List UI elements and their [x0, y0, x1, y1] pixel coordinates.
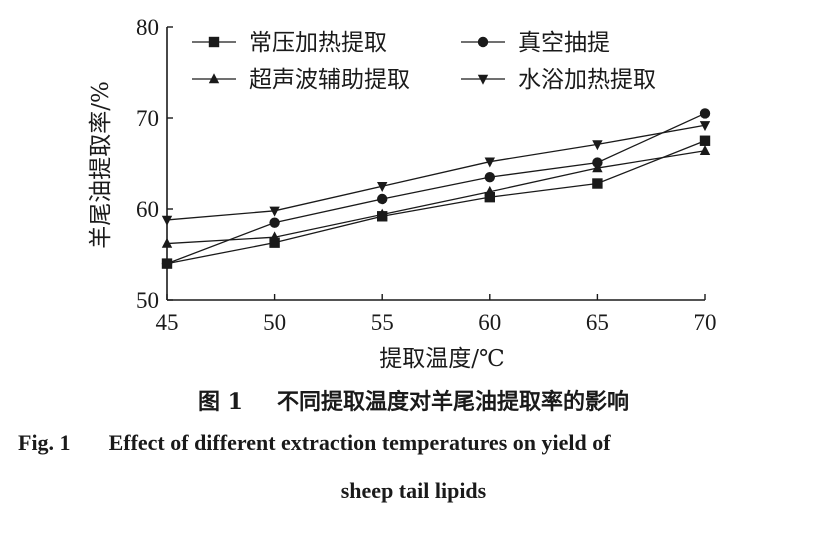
legend-label: 真空抽提: [518, 30, 610, 56]
x-tick-label: 45: [156, 310, 179, 335]
data-point: [699, 135, 711, 146]
data-point: [269, 231, 280, 242]
legend-item-4: 水浴加热提取: [461, 67, 656, 93]
legend-marker: [477, 74, 489, 85]
y-tick-label: 50: [136, 288, 159, 313]
figure-caption-cn: 图 1 不同提取温度对羊尾油提取率的影响: [0, 384, 827, 416]
series-line: [166, 150, 706, 245]
data-point: [484, 191, 495, 203]
figure-title-en-line2: sheep tail lipids: [340, 478, 487, 503]
legend-label: 超声波辅助提取: [249, 67, 410, 93]
data-point: [161, 215, 173, 226]
x-tick-label: 55: [371, 310, 394, 335]
data-point: [699, 144, 711, 155]
data-point: [592, 178, 603, 189]
y-tick-label: 80: [136, 15, 159, 40]
data-point: [699, 121, 711, 132]
data-point: [269, 206, 280, 217]
data-point: [484, 171, 495, 183]
series-line: [166, 140, 706, 265]
y-axis-label: 羊尾油提取率/%: [88, 81, 114, 249]
series-4: [161, 121, 711, 226]
legend-marker: [477, 36, 489, 48]
data-point: [377, 193, 388, 205]
figure-number-cn: 图 1: [198, 389, 243, 415]
x-tick-label: 60: [478, 310, 501, 335]
figure-title-cn: 不同提取温度对羊尾油提取率的影响: [276, 389, 629, 415]
y-tick-label: 70: [136, 106, 159, 131]
figure-caption-en: Fig. 1 Effect of different extraction tem…: [18, 430, 611, 456]
data-point: [592, 162, 603, 173]
x-axis-label: 提取温度/℃: [379, 346, 504, 372]
series-line: [166, 124, 706, 221]
data-point: [484, 157, 495, 168]
figure-title-en-line1: Effect of different extraction temperatu…: [108, 430, 611, 455]
data-point: [377, 182, 388, 193]
legend-label: 水浴加热提取: [518, 67, 656, 93]
series-line: [166, 112, 706, 265]
data-point: [269, 217, 280, 228]
figure-number-en: Fig. 1: [18, 430, 71, 455]
data-point: [377, 208, 388, 219]
data-point: [699, 108, 711, 119]
legend-marker: [208, 36, 220, 48]
data-point: [592, 140, 603, 151]
legend-label: 常压加热提取: [249, 30, 387, 56]
x-tick-label: 65: [586, 310, 609, 335]
data-point: [161, 237, 173, 248]
series-layer: [161, 108, 711, 269]
data-point: [269, 237, 280, 248]
legend-marker: [208, 73, 220, 84]
data-point: [161, 258, 173, 269]
y-tick-label: 60: [136, 197, 159, 222]
legend-item-3: 超声波辅助提取: [192, 67, 410, 93]
legend-item-2: 真空抽提: [461, 30, 610, 56]
legend-item-1: 常压加热提取: [192, 30, 387, 56]
x-tick-label: 70: [694, 310, 717, 335]
series-2: [161, 108, 711, 269]
series-3: [161, 144, 711, 248]
data-point: [484, 185, 495, 196]
x-tick-label: 50: [263, 310, 286, 335]
series-1: [161, 135, 711, 269]
